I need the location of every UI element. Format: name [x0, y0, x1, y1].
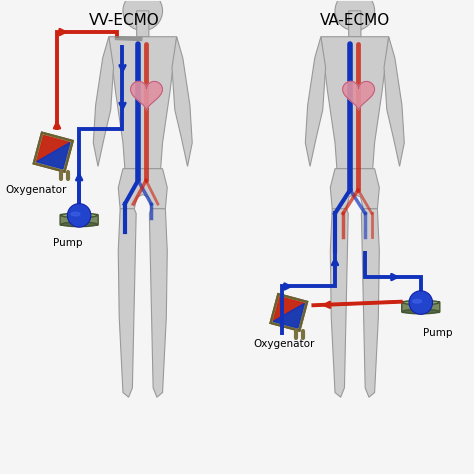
- Polygon shape: [330, 209, 348, 397]
- Polygon shape: [36, 136, 70, 162]
- Polygon shape: [330, 169, 379, 209]
- Ellipse shape: [71, 212, 80, 216]
- Text: Pump: Pump: [53, 238, 82, 248]
- Polygon shape: [109, 36, 177, 169]
- Polygon shape: [118, 209, 136, 397]
- Text: VA-ECMO: VA-ECMO: [319, 13, 390, 28]
- Polygon shape: [118, 169, 167, 209]
- Polygon shape: [361, 209, 379, 397]
- Circle shape: [123, 0, 163, 31]
- Polygon shape: [271, 294, 307, 331]
- Ellipse shape: [413, 300, 422, 303]
- Ellipse shape: [403, 301, 439, 305]
- Circle shape: [67, 204, 91, 227]
- Polygon shape: [305, 36, 326, 166]
- Ellipse shape: [61, 213, 97, 218]
- Text: VV-ECMO: VV-ECMO: [89, 13, 159, 28]
- Polygon shape: [321, 36, 389, 169]
- FancyBboxPatch shape: [137, 11, 149, 36]
- Polygon shape: [273, 303, 304, 328]
- Polygon shape: [149, 209, 167, 397]
- FancyBboxPatch shape: [349, 11, 361, 36]
- Polygon shape: [273, 297, 304, 321]
- Polygon shape: [93, 36, 114, 166]
- Polygon shape: [172, 36, 192, 166]
- Text: Oxygenator: Oxygenator: [254, 339, 315, 349]
- Text: Oxygenator: Oxygenator: [5, 185, 66, 195]
- Text: Pump: Pump: [423, 328, 453, 338]
- FancyBboxPatch shape: [402, 301, 440, 312]
- Polygon shape: [36, 143, 70, 169]
- Polygon shape: [343, 82, 374, 110]
- Polygon shape: [34, 133, 73, 172]
- Ellipse shape: [61, 222, 97, 227]
- FancyBboxPatch shape: [60, 214, 98, 225]
- Polygon shape: [384, 36, 404, 166]
- Ellipse shape: [403, 310, 439, 314]
- Circle shape: [335, 0, 374, 31]
- Circle shape: [409, 291, 433, 314]
- Polygon shape: [131, 82, 163, 110]
